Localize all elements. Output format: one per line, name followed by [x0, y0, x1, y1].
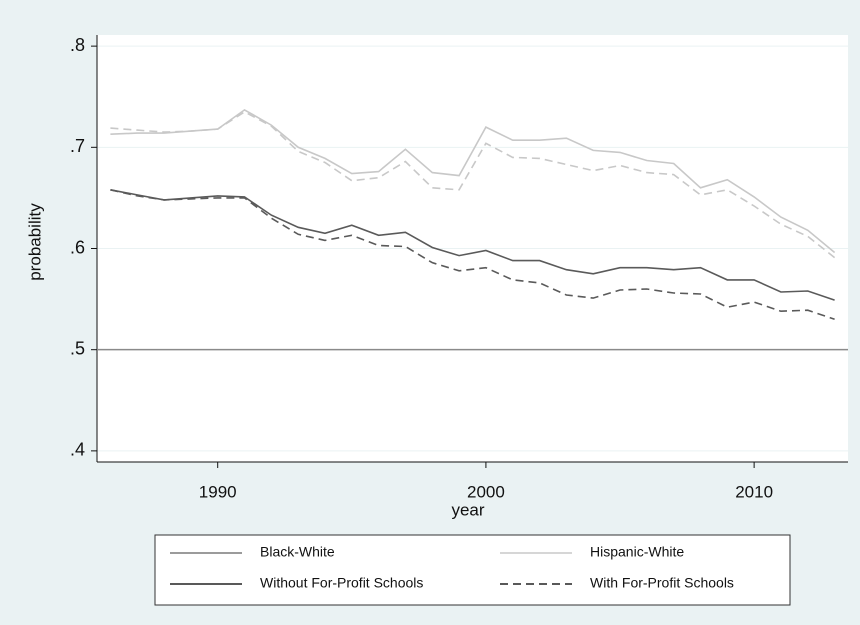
y-tick-label: .4: [70, 440, 85, 460]
series-line: [110, 189, 835, 301]
series-line: [110, 108, 836, 254]
legend-label: Without For-Profit Schools: [260, 575, 423, 591]
legend: [154, 534, 791, 606]
y-tick-label: .5: [70, 338, 85, 358]
y-tick-label: .6: [70, 237, 85, 257]
series-line: [110, 189, 835, 321]
series-line: [110, 110, 836, 259]
y-tick-label: .7: [70, 136, 85, 156]
y-axis-label: probability: [25, 203, 44, 281]
legend-label: Black-White: [260, 544, 335, 560]
legend-label: Hispanic-White: [590, 544, 684, 560]
x-tick-label: 1990: [199, 482, 237, 501]
legend-label: With For-Profit Schools: [590, 575, 734, 591]
x-tick-label: 2010: [735, 482, 773, 501]
x-axis-label: year: [451, 500, 484, 519]
x-tick-label: 2000: [467, 482, 505, 501]
y-tick-label: .8: [70, 35, 85, 55]
